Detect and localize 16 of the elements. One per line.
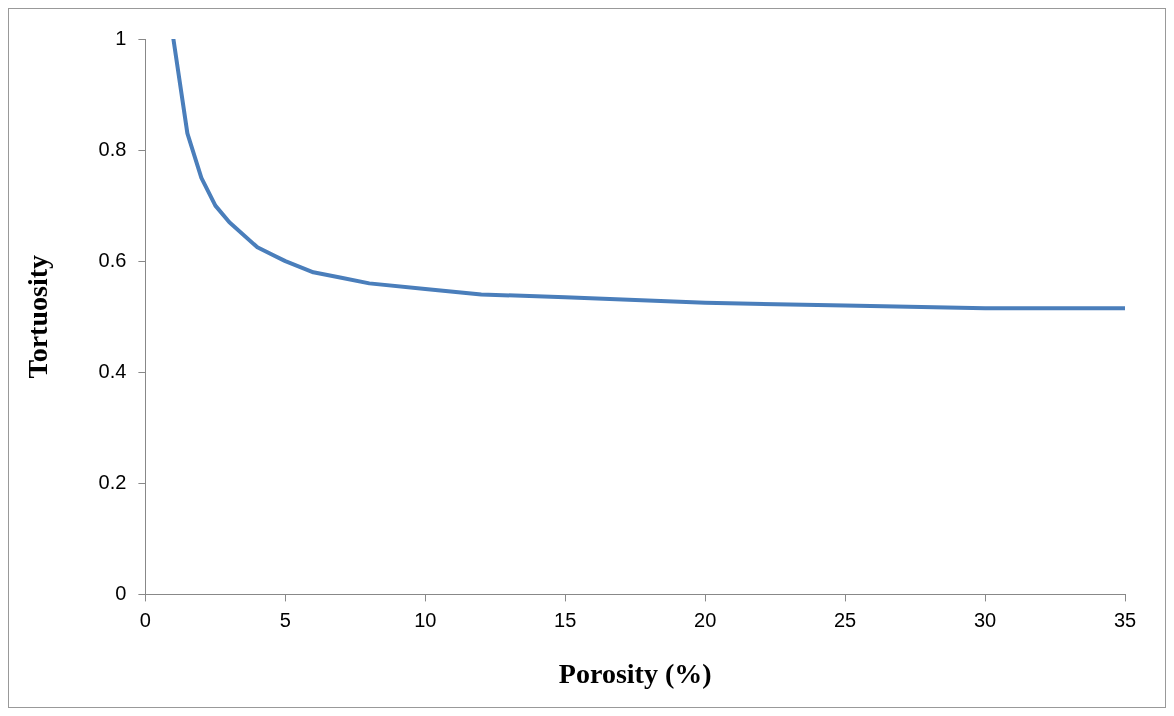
x-tick-label: 10	[414, 608, 437, 631]
x-tick-label: 5	[279, 608, 291, 631]
y-tick-label: 0.6	[98, 248, 127, 271]
y-tick-label: 0	[115, 581, 127, 604]
y-tick-label: 0.4	[98, 359, 127, 382]
x-tick-label: 30	[973, 608, 997, 631]
y-tick-label: 0.8	[98, 137, 127, 160]
x-tick-label: 0	[139, 608, 151, 631]
x-tick-label: 35	[1113, 608, 1137, 631]
y-axis-title: Tortuosity	[22, 254, 54, 379]
x-tick-label: 25	[833, 608, 857, 631]
x-tick-label: 20	[694, 608, 717, 631]
y-tick-label: 0.2	[98, 470, 127, 493]
y-tick-label: 1	[115, 26, 127, 49]
x-axis-title: Porosity (%)	[558, 658, 712, 690]
x-tick-label: 15	[554, 608, 577, 631]
